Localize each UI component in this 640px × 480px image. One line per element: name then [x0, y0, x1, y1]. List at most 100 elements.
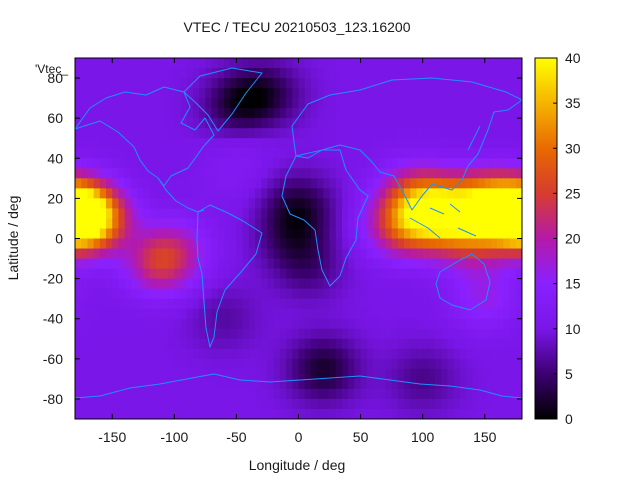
heatmap-cell [205, 218, 212, 229]
heatmap-cell [410, 228, 417, 239]
heatmap-cell [329, 148, 337, 159]
heatmap-cell [341, 268, 349, 280]
heatmap-cell [137, 178, 144, 189]
heatmap-cell [497, 368, 504, 380]
heatmap-cell [155, 78, 163, 89]
heatmap-cell [329, 378, 337, 390]
heatmap-cell [248, 268, 256, 280]
heatmap-cell [366, 218, 374, 229]
heatmap-cell [397, 158, 405, 169]
heatmap-cell [416, 278, 424, 290]
heatmap-cell [279, 68, 287, 79]
heatmap-cell [441, 358, 448, 370]
heatmap-cell [459, 228, 467, 239]
heatmap-cell [354, 148, 361, 159]
heatmap-cell [441, 378, 448, 390]
heatmap-cell [143, 238, 150, 249]
y-tick-label: 60 [47, 110, 63, 126]
heatmap-cell [348, 288, 355, 300]
heatmap-cell [366, 398, 374, 410]
heatmap-cell [509, 278, 517, 290]
heatmap-cell [366, 358, 374, 370]
heatmap-cell [385, 228, 393, 239]
heatmap-cell [441, 348, 448, 360]
heatmap-cell [286, 148, 293, 159]
heatmap-cell [205, 58, 212, 69]
heatmap-cell [248, 218, 256, 229]
heatmap-cell [93, 398, 101, 410]
heatmap-cell [466, 88, 473, 99]
heatmap-cell [186, 198, 194, 209]
heatmap-cell [428, 118, 436, 129]
heatmap-cell [397, 148, 405, 159]
heatmap-cell [199, 378, 206, 390]
heatmap-cell [255, 318, 262, 330]
heatmap-cell [180, 128, 188, 139]
heatmap-cell [242, 188, 250, 199]
heatmap-cell [428, 198, 436, 209]
heatmap-cell [428, 408, 436, 420]
heatmap-cell [81, 348, 88, 360]
heatmap-cell [453, 68, 461, 79]
heatmap-cell [515, 208, 523, 219]
y-tick-label: 40 [47, 150, 63, 166]
heatmap-cell [379, 398, 386, 410]
heatmap-cell [199, 188, 206, 199]
heatmap-cell [143, 308, 150, 320]
heatmap-cell [273, 248, 281, 259]
heatmap-cell [248, 378, 256, 390]
x-tick-label: 0 [295, 429, 303, 445]
heatmap-cell [509, 338, 517, 350]
heatmap-cell [174, 208, 181, 219]
heatmap-cell [515, 88, 523, 99]
heatmap-cell [93, 278, 101, 290]
heatmap-cell [360, 258, 368, 269]
heatmap-cell [211, 168, 219, 179]
heatmap-cell [466, 168, 473, 179]
heatmap-cell [317, 358, 324, 370]
heatmap-cell [143, 318, 150, 330]
heatmap-cell [490, 178, 498, 189]
heatmap-cell [416, 268, 424, 280]
heatmap-cell [348, 318, 355, 330]
heatmap-cell [248, 188, 256, 199]
heatmap-cell [373, 288, 380, 300]
heatmap-cell [217, 298, 225, 310]
colorbar-tick-label: 25 [565, 185, 581, 201]
heatmap-cell [391, 228, 399, 239]
heatmap-cell [192, 188, 200, 199]
heatmap-cell [298, 238, 306, 249]
heatmap-cell [354, 248, 361, 259]
heatmap-cell [81, 128, 88, 139]
heatmap-cell [161, 238, 169, 249]
heatmap-cell [397, 408, 405, 420]
heatmap-cell [112, 118, 119, 129]
heatmap-cell [124, 188, 132, 199]
heatmap-cell [149, 218, 157, 229]
heatmap-cell [155, 308, 163, 320]
heatmap-cell [106, 358, 113, 370]
heatmap-cell [341, 368, 349, 380]
heatmap-cell [459, 98, 467, 109]
heatmap-cell [373, 68, 380, 79]
heatmap-cell [161, 188, 169, 199]
heatmap-cell [93, 408, 101, 420]
heatmap-cell [472, 278, 479, 290]
heatmap-cell [273, 258, 281, 269]
heatmap-cell [286, 288, 293, 300]
heatmap-cell [236, 368, 244, 380]
heatmap-cell [199, 348, 206, 360]
heatmap-cell [75, 158, 82, 169]
heatmap-cell [341, 98, 349, 109]
heatmap-cell [143, 388, 150, 400]
heatmap-cell [329, 208, 337, 219]
heatmap-cell [155, 108, 163, 119]
heatmap-cell [348, 168, 355, 179]
heatmap-cell [81, 378, 88, 390]
heatmap-cell [453, 208, 461, 219]
heatmap-cell [329, 398, 337, 410]
heatmap-cell [453, 168, 461, 179]
heatmap-cell [242, 328, 250, 340]
heatmap-cell [137, 258, 144, 269]
heatmap-cell [441, 398, 448, 410]
